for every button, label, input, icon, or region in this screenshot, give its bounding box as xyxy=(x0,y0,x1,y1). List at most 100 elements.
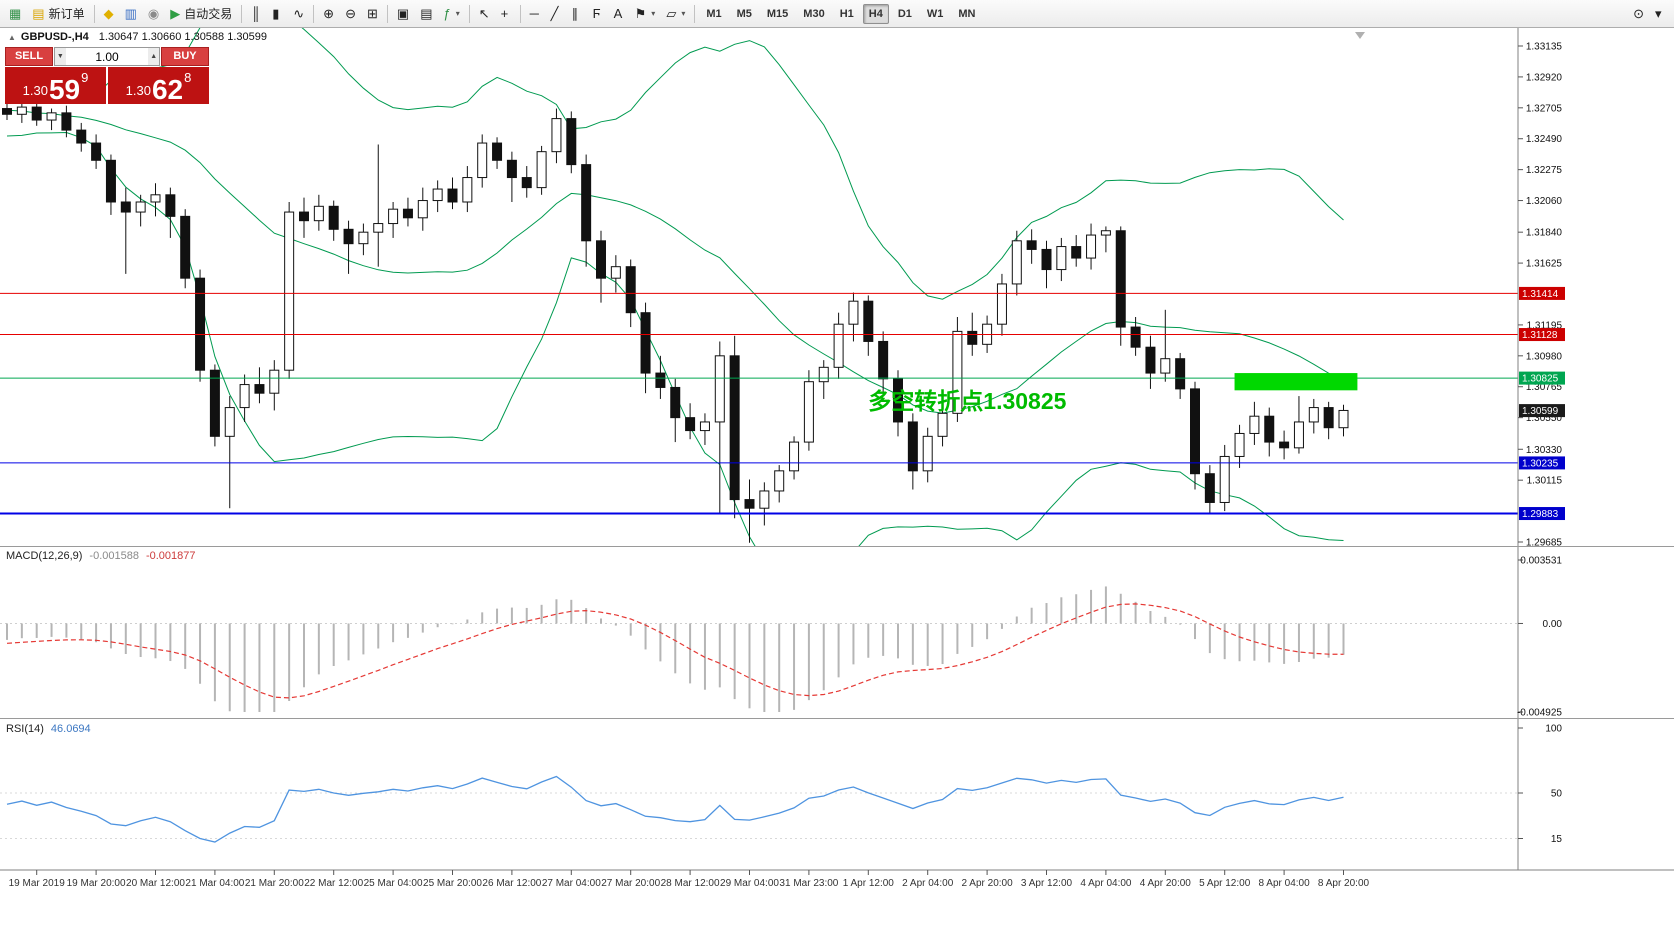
timeframe-M30-button[interactable]: M30 xyxy=(797,4,830,24)
candlestick-mode-button[interactable]: ▮ xyxy=(267,3,287,25)
time-axis-label: 31 Mar 23:00 xyxy=(779,878,838,889)
candle-bearish xyxy=(744,499,755,509)
price-scale-label: 1.29685 xyxy=(1526,538,1563,549)
price-scale-label: 1.30765 xyxy=(1526,382,1563,393)
timeframe-W1-button[interactable]: W1 xyxy=(921,4,950,24)
window-list-button[interactable]: ▤ xyxy=(415,3,437,25)
price-scale-label: 1.32275 xyxy=(1526,165,1563,176)
highlight-rectangle[interactable] xyxy=(1234,373,1358,391)
volume-increase-button[interactable]: ▲ xyxy=(148,48,159,65)
candle-bullish xyxy=(699,421,710,432)
candle-bearish xyxy=(1115,230,1126,328)
indicators-button[interactable]: ƒ ▾ xyxy=(438,3,464,25)
time-axis-label: 5 Apr 12:00 xyxy=(1199,878,1251,889)
search-icon: ⊙ xyxy=(1633,6,1644,21)
candle-bullish xyxy=(922,435,933,472)
terminal-button[interactable]: ▥ xyxy=(120,3,142,25)
candle-bullish xyxy=(46,112,57,121)
rsi-indicator-label: RSI(14) 46.0694 xyxy=(6,723,91,735)
candle-bullish xyxy=(774,470,785,492)
time-axis-label: 2 Apr 04:00 xyxy=(902,878,954,889)
time-axis-label: 25 Mar 04:00 xyxy=(364,878,423,889)
zoom-in-button[interactable]: ⊕ xyxy=(318,3,339,25)
price-label-text: 1.31414 xyxy=(1522,289,1559,300)
candle-bullish xyxy=(996,283,1007,325)
price-label-text: 1.31128 xyxy=(1522,330,1558,341)
candle-bullish xyxy=(714,355,725,423)
price-label-box xyxy=(1519,286,1565,300)
horizontal-line-button[interactable]: ─ xyxy=(525,3,545,25)
app-menu-button[interactable]: ▦ xyxy=(4,3,26,25)
macd-name: MACD(12,26,9) xyxy=(6,550,83,562)
candle-bullish xyxy=(759,490,770,509)
crosshair-button[interactable]: + xyxy=(496,3,516,25)
autotrading-button[interactable]: ▶ 自动交易 xyxy=(165,3,237,25)
macd-scale-label: 0.003531 xyxy=(1520,556,1562,567)
time-axis-label: 22 Mar 12:00 xyxy=(304,878,363,889)
search-button[interactable]: ⊙ xyxy=(1628,3,1649,25)
charts-profiles-button[interactable]: ◆ xyxy=(99,3,119,25)
chart-canvas[interactable]: 多空转折点1.30825 1.33135 1.32920 1.32705 1.32490… xyxy=(0,28,1674,949)
buy-price-figure: 1.30 xyxy=(125,83,151,98)
equidistant-channel-button[interactable]: ∥ xyxy=(567,3,587,25)
candle-bearish xyxy=(1264,415,1275,443)
buy-button[interactable]: BUY xyxy=(161,47,209,66)
sell-price-display[interactable]: 1.30 59 9 xyxy=(5,67,106,104)
turning-point-annotation[interactable]: 多空转折点1.30825 xyxy=(868,388,1066,414)
zoom-out-button[interactable]: ⊖ xyxy=(340,3,361,25)
timeframe-H1-button[interactable]: H1 xyxy=(834,4,860,24)
shapes-button[interactable]: ▱ ▾ xyxy=(661,3,690,25)
main-toolbar: ▦ ▤ 新订单 ◆ ▥ ◉ ▶ 自动交易 ║ ▮ ∿ ⊕ ⊖ ⊞ ▣ ▤ ƒ ▾ ↖ + ─ ╱ ∥ Ϝ A ⚑ ▾ ▱ ▾ M1 M5 M1… xyxy=(0,0,1674,28)
timeframe-M5-button[interactable]: M5 xyxy=(731,4,758,24)
time-axis-label: 3 Apr 12:00 xyxy=(1021,878,1073,889)
timeframe-D1-button[interactable]: D1 xyxy=(892,4,918,24)
time-axis-label: 19 Mar 20:00 xyxy=(67,878,126,889)
fibonacci-button[interactable]: Ϝ xyxy=(588,3,608,25)
timeframe-MN-button[interactable]: MN xyxy=(952,4,981,24)
new-order-button[interactable]: ▤ 新订单 xyxy=(27,3,89,25)
price-scale-label: 1.32060 xyxy=(1526,196,1563,207)
buy-price-display[interactable]: 1.30 62 8 xyxy=(108,67,209,104)
time-axis-label: 29 Mar 04:00 xyxy=(720,878,779,889)
text-label-button[interactable]: A xyxy=(609,3,629,25)
collapse-panel-arrow[interactable]: ▲ xyxy=(8,33,16,42)
chart-shift-marker[interactable] xyxy=(1355,32,1365,39)
ohlc-values: 1.30647 1.30660 1.30588 1.30599 xyxy=(98,31,267,43)
macd-scale-label: -0.004925 xyxy=(1517,708,1562,719)
volume-control: ▼ ▲ xyxy=(54,47,160,66)
price-label-box xyxy=(1519,456,1565,470)
indicators-icon: ƒ xyxy=(443,6,451,21)
trendline-button[interactable]: ╱ xyxy=(546,3,566,25)
timeframe-M1-button[interactable]: M1 xyxy=(700,4,727,24)
timeframe-H4-button[interactable]: H4 xyxy=(862,3,889,24)
caret-down-icon: ▾ xyxy=(455,9,460,18)
line-chart-mode-button[interactable]: ∿ xyxy=(288,3,309,25)
zoom-in-icon: ⊕ xyxy=(323,6,335,21)
candle-bullish xyxy=(1308,407,1319,423)
volume-decrease-button[interactable]: ▼ xyxy=(55,48,66,65)
sell-button[interactable]: SELL xyxy=(5,47,53,66)
arrows-button[interactable]: ⚑ ▾ xyxy=(630,3,661,25)
candle-bearish xyxy=(2,108,12,115)
rsi-line xyxy=(6,775,1344,843)
alerts-button[interactable]: ◉ xyxy=(143,3,164,25)
more-button[interactable]: ▾ xyxy=(1650,3,1670,25)
candlestick-mode-icon: ▮ xyxy=(272,6,280,21)
annotations-layer: 多空转折点1.30825 xyxy=(868,373,1358,414)
price-scale-label: 1.31195 xyxy=(1527,320,1563,331)
cursor-button[interactable]: ↖ xyxy=(474,3,495,25)
auto-arrange-button[interactable]: ▣ xyxy=(392,3,414,25)
zoom-out-icon: ⊖ xyxy=(345,6,356,21)
bar-chart-mode-button[interactable]: ║ xyxy=(246,3,266,25)
tile-windows-button[interactable]: ⊞ xyxy=(362,3,383,25)
price-label-text: 1.30599 xyxy=(1522,406,1559,417)
candle-bearish xyxy=(120,201,131,213)
candle-bullish xyxy=(1234,432,1245,457)
price-scale-label: 1.30980 xyxy=(1526,351,1563,362)
volume-input[interactable] xyxy=(65,48,149,65)
time-axis-label: 27 Mar 04:00 xyxy=(542,878,601,889)
timeframe-M15-button[interactable]: M15 xyxy=(761,4,794,24)
candle-bearish xyxy=(209,369,220,437)
trendline-icon: ╱ xyxy=(550,6,559,21)
